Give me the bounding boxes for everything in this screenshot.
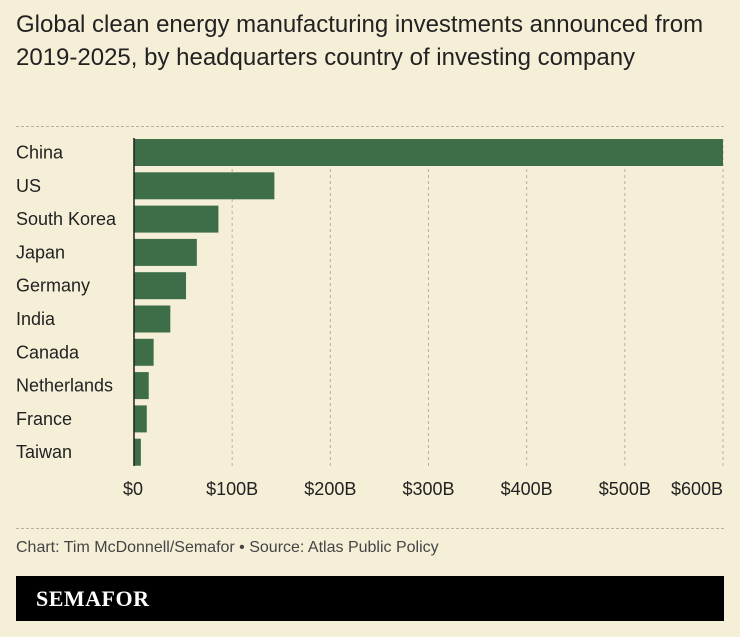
category-label: Taiwan (16, 442, 72, 462)
x-tick-label: $600B (671, 479, 723, 499)
chart-credit: Chart: Tim McDonnell/Semafor • Source: A… (16, 539, 439, 556)
grid-lines (231, 139, 724, 466)
x-axis-tick-labels: $0 $100B $200B $300B $400B $500B $600B (123, 479, 723, 499)
bar-india (134, 305, 171, 333)
bar-south-korea (134, 205, 219, 233)
bar-france (134, 405, 147, 433)
category-labels: China US South Korea Japan Germany India Canad… (16, 143, 117, 463)
bar-canada (134, 338, 154, 366)
category-label: Canada (16, 342, 80, 362)
top-divider (16, 126, 724, 127)
chart-title: Global clean energy manufacturing invest… (16, 11, 704, 71)
x-tick-label: $100B (206, 479, 258, 499)
category-label: France (16, 409, 72, 429)
bottom-divider (16, 528, 724, 529)
category-label: US (16, 176, 41, 196)
footer-logo-bar: SEMAFOR (16, 576, 724, 621)
category-label: Netherlands (16, 376, 113, 396)
bar-taiwan (134, 438, 141, 466)
semafor-logo: SEMAFOR (36, 586, 150, 611)
bar-chart: China US South Korea Japan Germany India Canad… (16, 138, 724, 499)
category-label: China (16, 143, 64, 163)
category-label: India (16, 309, 56, 329)
bar-china (134, 139, 723, 166)
bar-netherlands (134, 372, 149, 400)
bar-us (134, 172, 275, 200)
category-label: Japan (16, 242, 65, 262)
bars (134, 139, 723, 466)
category-label: Germany (16, 276, 90, 296)
bar-japan (134, 238, 197, 266)
x-tick-label: $400B (501, 479, 553, 499)
x-tick-label: $0 (123, 479, 143, 499)
bar-germany (134, 272, 187, 300)
x-tick-label: $500B (599, 479, 651, 499)
category-label: South Korea (16, 209, 117, 229)
x-tick-label: $200B (304, 479, 356, 499)
x-tick-label: $300B (402, 479, 454, 499)
